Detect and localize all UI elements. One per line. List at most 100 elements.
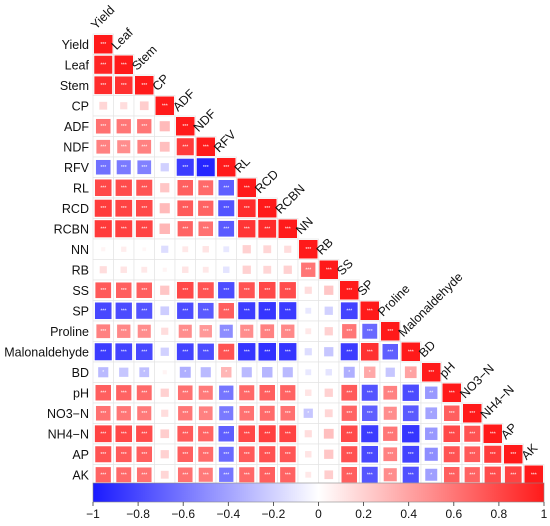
significance-label: *** [100, 350, 106, 356]
correlation-cell [259, 405, 275, 421]
correlation-cell [160, 285, 170, 295]
correlation-cell [196, 158, 215, 177]
significance-label: *** [223, 186, 229, 192]
correlation-cell [324, 347, 334, 357]
correlation-cell [304, 430, 312, 438]
significance-label: *** [244, 206, 250, 212]
correlation-cell [280, 467, 296, 483]
significance-label: *** [244, 329, 250, 335]
significance-label: *** [100, 432, 106, 438]
correlation-cell [402, 425, 420, 443]
significance-label: *** [244, 227, 250, 233]
correlation-cell [361, 384, 378, 401]
column-label: RCBN [273, 182, 308, 217]
significance-label: *** [367, 309, 373, 315]
row-label: AP [72, 448, 89, 462]
significance-label: *** [182, 309, 188, 315]
significance-label: *** [121, 186, 127, 192]
correlation-cell [263, 265, 272, 274]
correlation-cell [238, 446, 255, 463]
significance-label: *** [100, 206, 106, 212]
significance-label: * [430, 411, 432, 417]
significance-label: *** [285, 473, 291, 479]
correlation-cell [160, 306, 170, 316]
significance-label: *** [469, 411, 475, 417]
colorbar: −1 −0.8 −0.6 −0.4 −0.2 0 0.2 0.4 0.6 0.8 1 [86, 482, 548, 521]
significance-label: *** [203, 432, 209, 438]
correlation-cell [259, 385, 275, 401]
significance-label: *** [100, 186, 106, 192]
correlation-cell [198, 467, 213, 482]
significance-label: *** [264, 350, 270, 356]
significance-label: *** [121, 124, 127, 130]
correlation-cell [117, 324, 131, 338]
correlation-cell [237, 199, 256, 218]
correlation-cell [160, 429, 170, 439]
significance-label: *** [203, 227, 209, 233]
correlation-cell [95, 282, 112, 299]
correlation-cell [219, 385, 234, 400]
correlation-cell [263, 245, 272, 254]
correlation-cell [202, 266, 209, 273]
significance-label: *** [510, 452, 516, 458]
row-label: RCBN [54, 222, 89, 236]
significance-label: *** [223, 206, 229, 212]
correlation-cell [383, 385, 398, 400]
significance-label: *** [100, 452, 106, 458]
correlation-cell [136, 425, 153, 442]
significance-label: *** [244, 391, 250, 397]
correlation-cell [115, 302, 132, 319]
column-label: Proline [375, 282, 412, 319]
significance-label: *** [121, 452, 127, 458]
correlation-cell [259, 467, 275, 483]
significance-label: *** [223, 391, 229, 397]
significance-label: *** [367, 411, 373, 417]
correlation-cell [279, 343, 297, 361]
correlation-cell [177, 200, 194, 217]
significance-label: *** [387, 350, 393, 356]
correlation-cell [343, 366, 355, 378]
significance-label: *** [264, 411, 270, 417]
colorbar-tick-label: 0.2 [355, 507, 372, 521]
correlation-cell [115, 425, 133, 443]
correlation-cell [198, 200, 214, 216]
correlation-cell [136, 282, 152, 298]
correlation-cell [402, 405, 419, 422]
column-label: Malonaldehyde [396, 270, 466, 340]
significance-label: *** [387, 452, 393, 458]
correlation-cell [278, 219, 297, 238]
correlation-cell [159, 121, 170, 132]
significance-label: *** [141, 473, 147, 479]
correlation-cell [155, 96, 174, 115]
significance-label: *** [121, 63, 127, 69]
correlation-cell [262, 367, 273, 378]
correlation-cell [360, 342, 379, 361]
significance-label: *** [141, 309, 147, 315]
significance-label: ** [429, 452, 433, 458]
significance-label: *** [346, 452, 352, 458]
correlation-cell [258, 219, 277, 238]
correlation-cell [221, 367, 232, 378]
significance-label: *** [285, 309, 291, 315]
correlation-cell [305, 389, 312, 396]
significance-label: ** [204, 411, 208, 417]
significance-label: *** [305, 268, 311, 274]
correlation-cell [238, 343, 256, 361]
significance-label: *** [182, 350, 188, 356]
significance-label: *** [203, 186, 209, 192]
significance-label: *** [100, 288, 106, 294]
correlation-cell [301, 262, 316, 277]
correlation-cell [242, 265, 251, 274]
significance-label: *** [490, 432, 496, 438]
significance-label: *** [141, 145, 147, 151]
correlation-cell [116, 160, 131, 175]
correlation-cell [136, 467, 152, 483]
significance-label: *** [469, 473, 475, 479]
significance-label: *** [305, 247, 311, 253]
correlation-cell [139, 367, 150, 378]
significance-label: *** [182, 473, 188, 479]
correlation-cell [402, 466, 419, 483]
row-label: BD [72, 366, 89, 380]
column-label: NH4−N [478, 382, 517, 421]
